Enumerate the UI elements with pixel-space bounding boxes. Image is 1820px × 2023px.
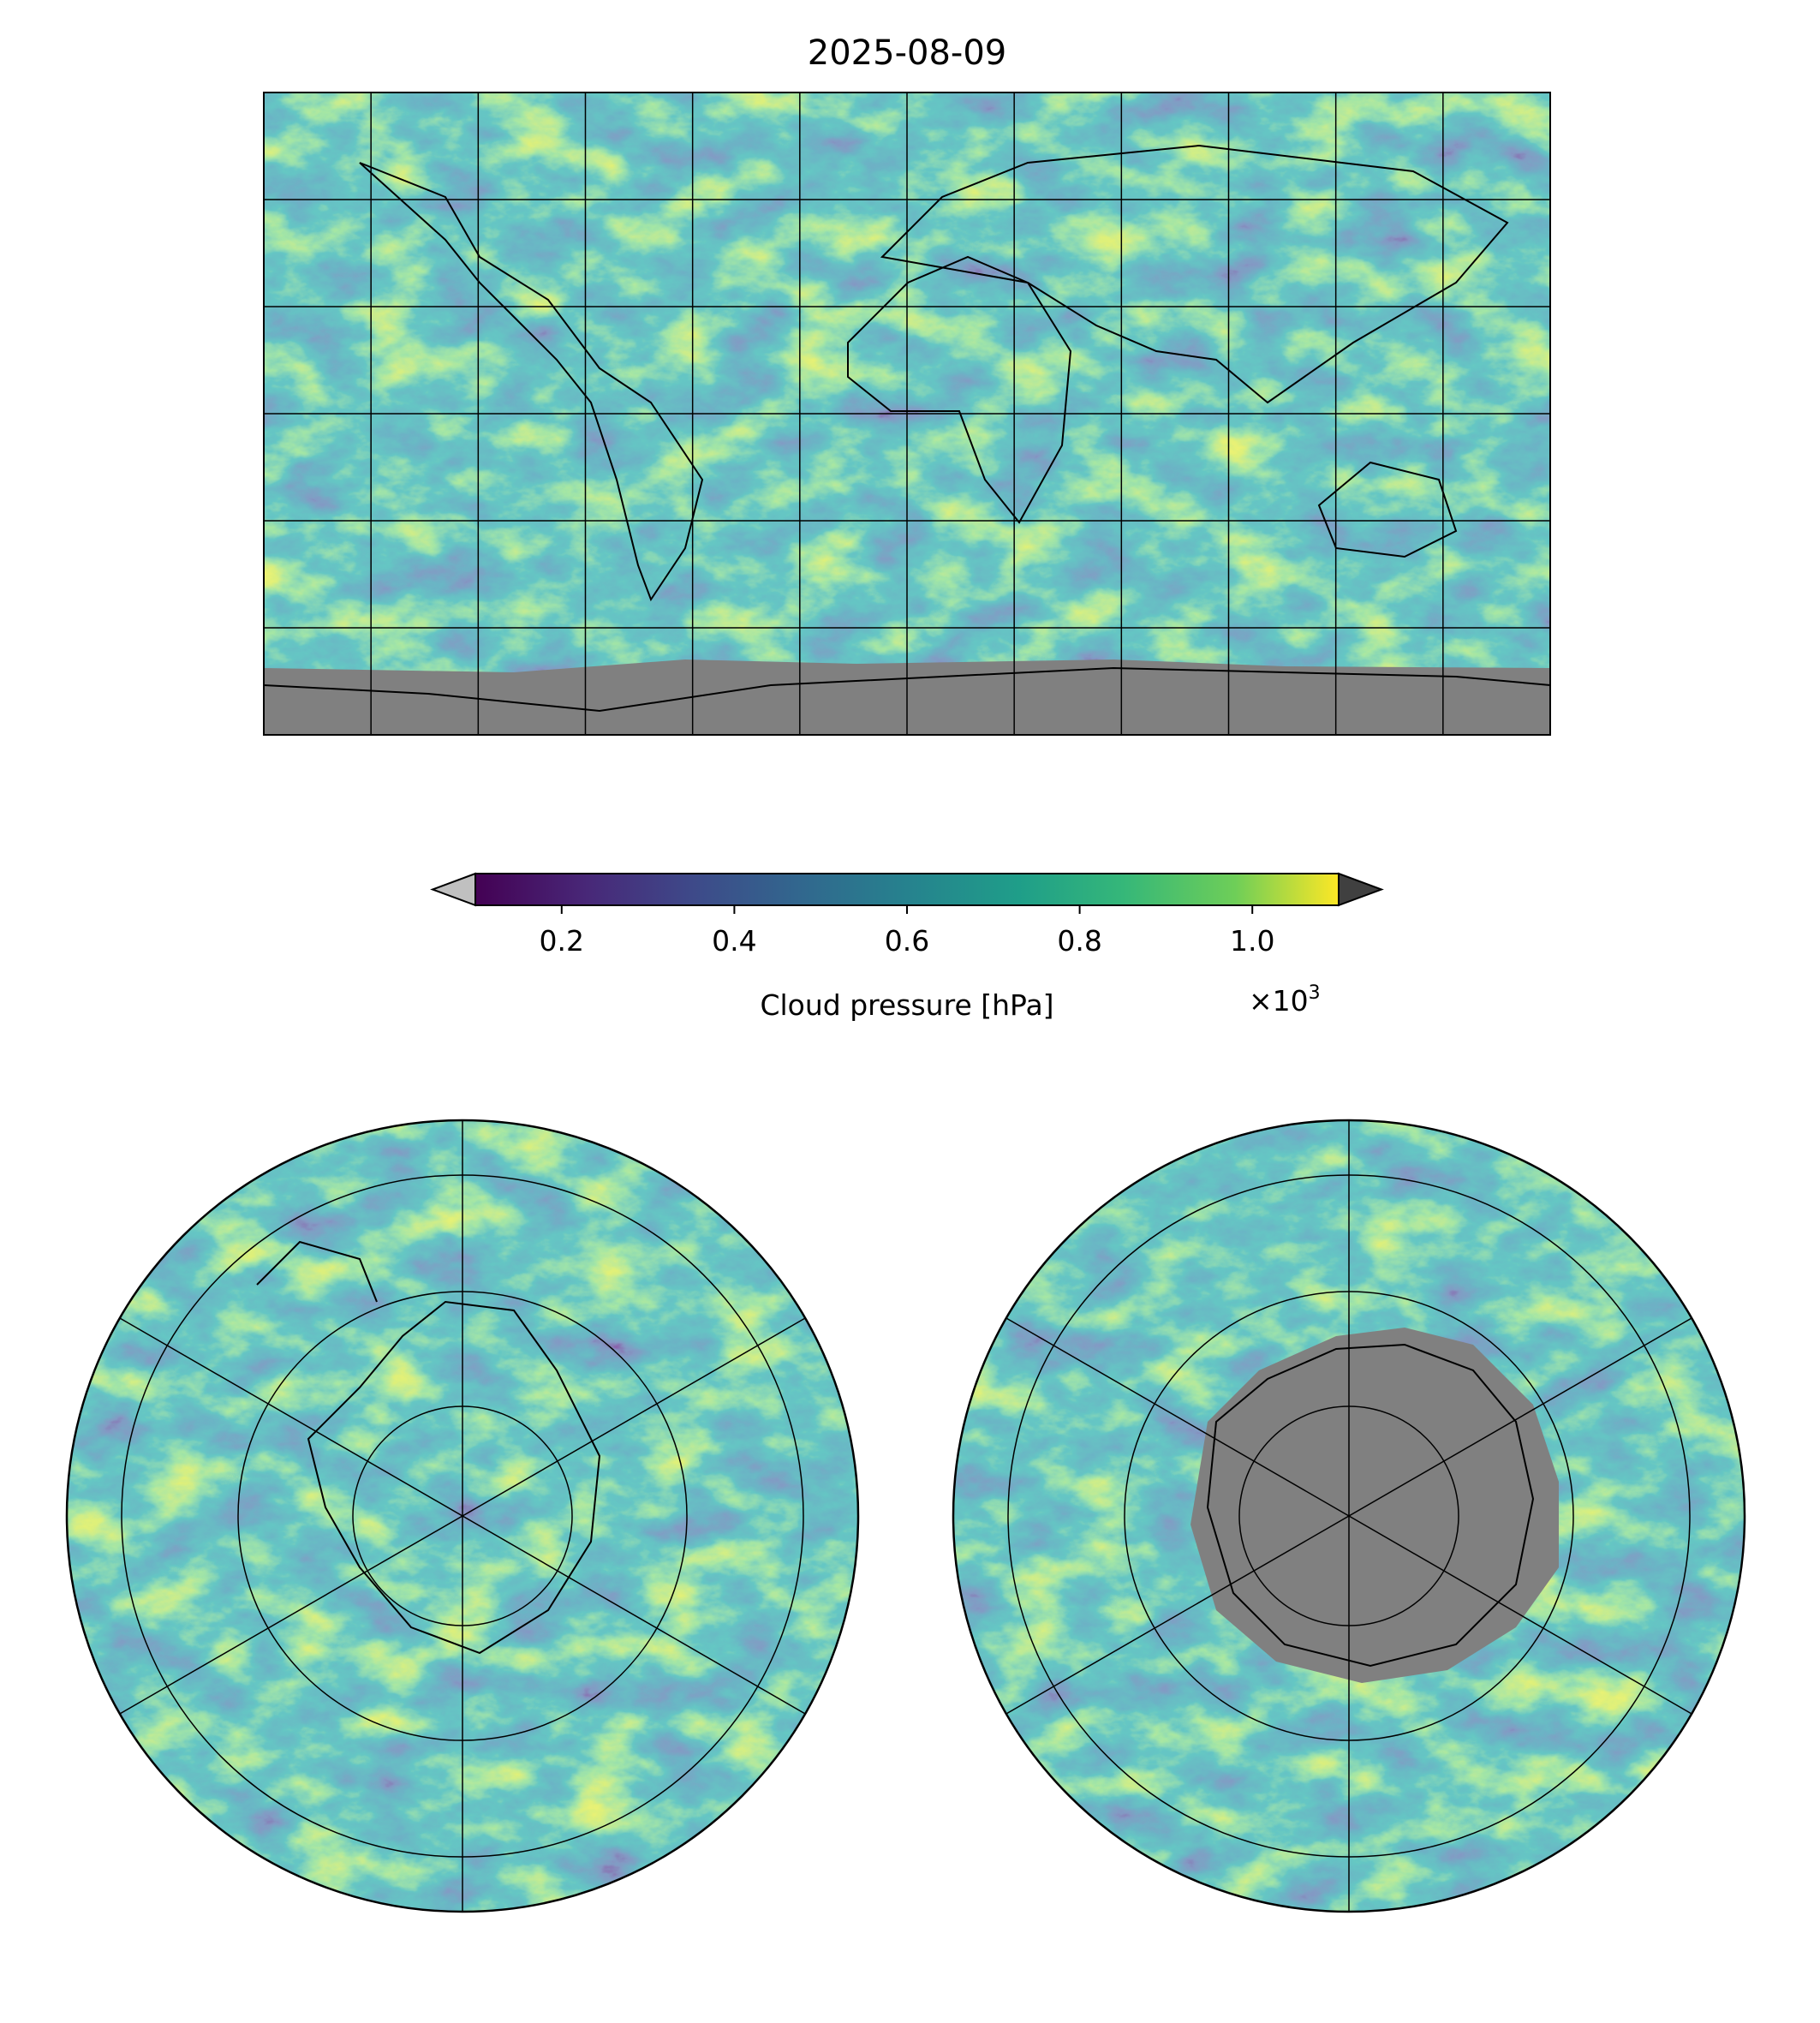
offset-base: ×10	[1249, 984, 1309, 1017]
coastline-africa-eurasia	[847, 144, 1509, 524]
meridian-line	[1005, 1317, 1692, 1715]
global-frame	[263, 92, 1551, 736]
colorbar-tick-label: 0.2	[540, 924, 584, 958]
colorbar: 0.2 0.4 0.6 0.8 1.0 Cloud pressure [hPa] ×10…	[430, 872, 1384, 1022]
global-map	[263, 92, 1551, 736]
global-gridlines	[264, 92, 1550, 735]
coastline-antarctica-polar	[1206, 1343, 1535, 1668]
colorbar-ticks: 0.2 0.4 0.6 0.8 1.0	[540, 905, 1274, 958]
coastline-americas	[359, 162, 704, 602]
colorbar-offset-label: ×103	[1249, 982, 1321, 1017]
coastline-arctic	[256, 1240, 601, 1655]
south-polar-gridlines	[1005, 1120, 1692, 1912]
colorbar-tick-label: 0.4	[712, 924, 756, 958]
north-polar-gridlines	[119, 1120, 806, 1912]
colorbar-under-extension	[430, 872, 476, 907]
colorbar-tick-label: 0.8	[1057, 924, 1101, 958]
offset-exponent: 3	[1309, 982, 1321, 1004]
antarctica-no-data-polar	[1190, 1328, 1559, 1683]
south-polar-frame	[952, 1119, 1746, 1913]
chart-title: 2025-08-09	[808, 33, 1006, 73]
north-polar-frame	[65, 1119, 860, 1913]
coastline-antarctica	[263, 666, 1551, 713]
colorbar-over-extension	[1338, 872, 1384, 907]
colorbar-gradient	[474, 873, 1340, 906]
colorbar-tick-label: 1.0	[1230, 924, 1274, 958]
colorbar-label: Cloud pressure [hPa]	[760, 988, 1053, 1022]
meridian-line	[119, 1317, 806, 1715]
colorbar-tick-label: 0.6	[885, 924, 929, 958]
